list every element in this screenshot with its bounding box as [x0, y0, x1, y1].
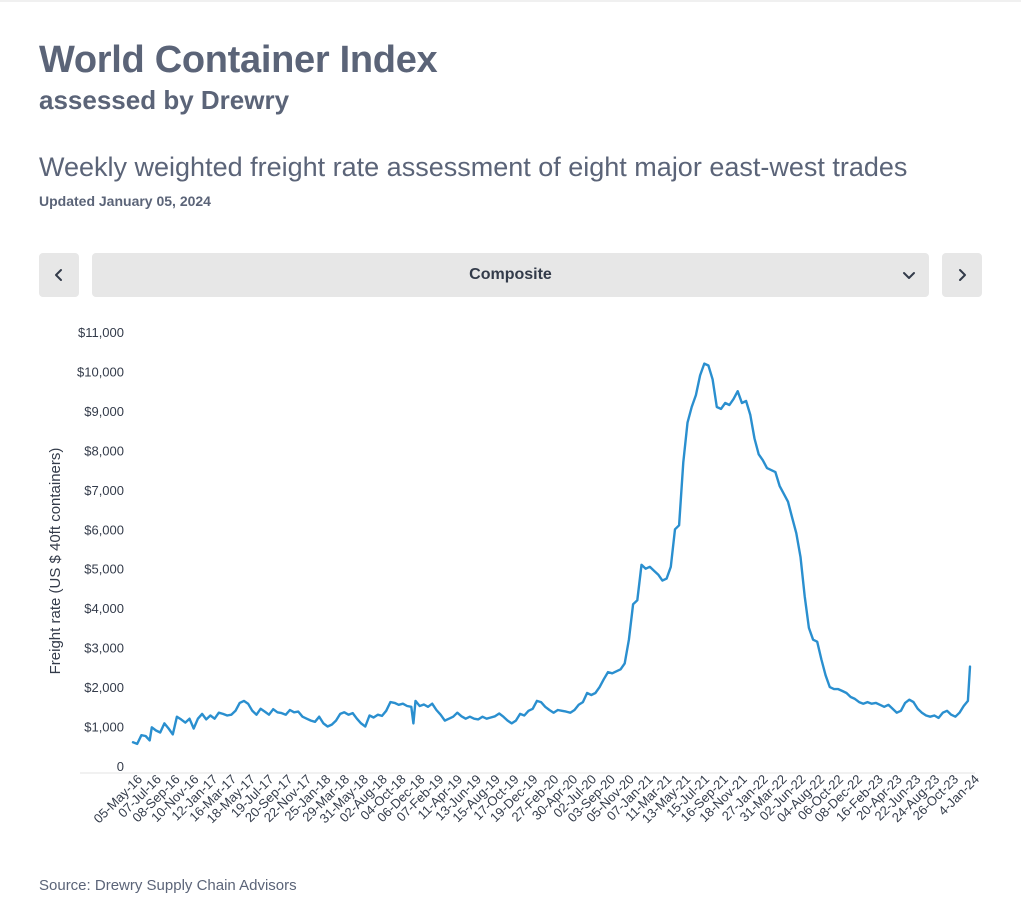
chart-heading: Weekly weighted freight rate assessment … — [39, 152, 908, 182]
y-tick-label: $2,000 — [84, 680, 124, 695]
composite-series-line — [131, 362, 972, 746]
y-tick-label: $11,000 — [78, 325, 124, 340]
y-tick-label: $8,000 — [84, 443, 124, 458]
next-route-button[interactable] — [942, 253, 982, 297]
source-note: Source: Drewry Supply Chain Advisors — [39, 877, 297, 894]
chevron-down-icon — [903, 272, 915, 279]
route-selector-value: Composite — [469, 266, 552, 283]
top-divider — [0, 0, 1021, 2]
updated-date: Updated January 05, 2024 — [39, 193, 211, 209]
chevron-right-icon — [959, 269, 966, 281]
page-title: World Container Index — [39, 39, 438, 81]
y-tick-label: $5,000 — [84, 562, 124, 577]
source-label: Source: — [39, 877, 91, 894]
y-tick-label: $7,000 — [84, 483, 124, 498]
previous-route-button[interactable] — [39, 253, 79, 297]
y-tick-label: $4,000 — [84, 601, 124, 616]
page-subtitle: assessed by Drewry — [39, 85, 290, 115]
y-tick-label: $10,000 — [77, 364, 124, 379]
y-tick-label: $3,000 — [84, 641, 124, 656]
source-text: Drewry Supply Chain Advisors — [94, 877, 297, 894]
route-selector[interactable]: Composite — [92, 253, 929, 297]
chevron-left-icon — [55, 269, 62, 281]
y-tick-label: $6,000 — [84, 522, 124, 537]
y-tick-label: $1,000 — [84, 720, 124, 735]
x-axis: 05-May-1607-Jul-1608-Sep-1610-Nov-1612-J… — [80, 772, 982, 826]
freight-rate-chart: 0 $1,000 $2,000 $3,000 $4,000 $5,000 $6,000 $7,… — [47, 325, 982, 826]
y-axis-label: Freight rate (US $ 40ft containers) — [47, 448, 64, 675]
y-axis: 0 $1,000 $2,000 $3,000 $4,000 $5,000 $6,000 $7,… — [77, 325, 124, 774]
y-tick-label: $9,000 — [84, 404, 124, 419]
y-tick-label: 0 — [117, 759, 124, 774]
